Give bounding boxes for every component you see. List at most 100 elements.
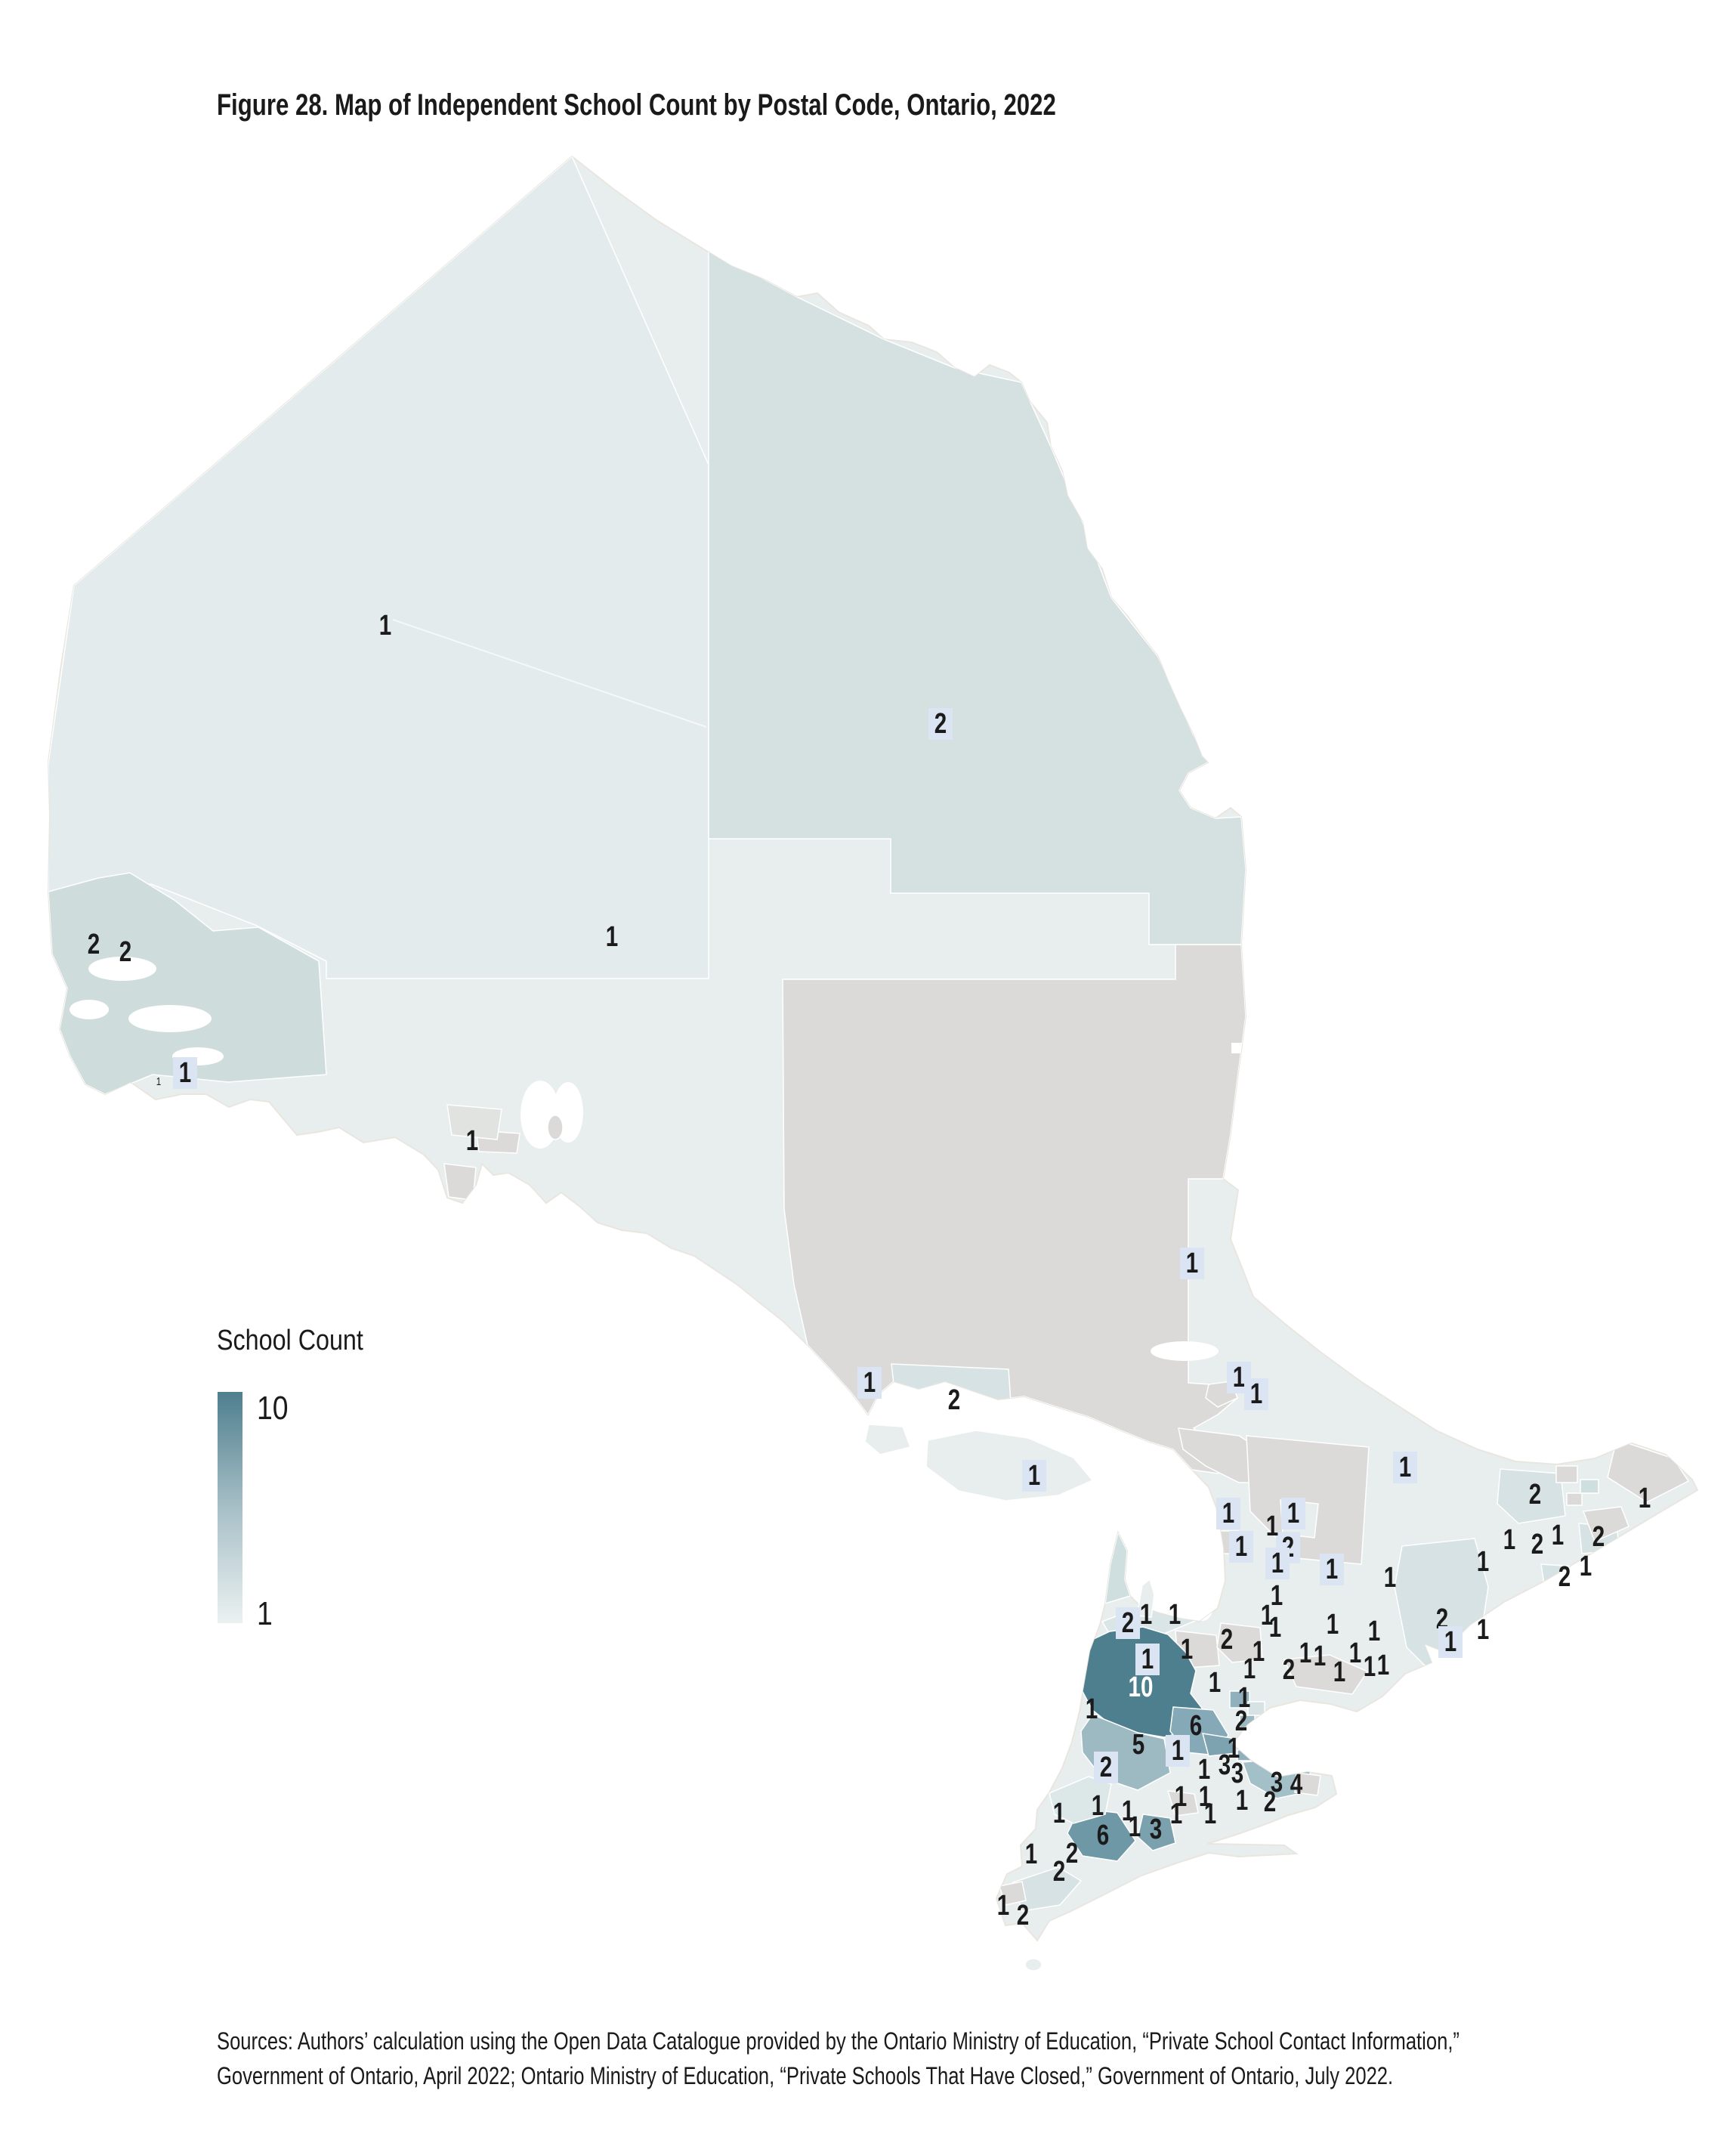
count-label: 1 <box>1209 1667 1221 1699</box>
lake-kenora-2 <box>128 1005 212 1032</box>
count-label-highlight <box>1135 1644 1160 1675</box>
count-label: 1 <box>1135 1644 1160 1675</box>
count-label: 1 <box>1261 1600 1273 1631</box>
region-hamilton-wedge <box>1201 1733 1237 1757</box>
region-northeast-band <box>708 248 1246 945</box>
count-label-text: 1 <box>1053 1798 1065 1829</box>
count-label: 2 <box>88 929 100 960</box>
count-label-text: 3 <box>1150 1814 1162 1845</box>
count-label-text: 1 <box>1266 1511 1278 1542</box>
count-label-text: 1 <box>379 610 391 642</box>
count-label: 3 <box>1271 1767 1283 1798</box>
count-label-text: 3 <box>1219 1749 1231 1781</box>
count-label-text: 1 <box>1243 1653 1256 1685</box>
count-label-text: 1 <box>156 1075 162 1088</box>
count-label-text: 2 <box>1053 1856 1065 1888</box>
count-label-text: 2 <box>1066 1838 1078 1869</box>
count-label: 1 <box>1092 1790 1104 1822</box>
region-niagara-dark-spot <box>1300 1746 1321 1763</box>
count-label: 1 <box>1229 1531 1253 1563</box>
district-boundary-line <box>392 619 707 728</box>
count-label: 1 <box>1364 1651 1376 1683</box>
count-label-text: 6 <box>1097 1820 1109 1851</box>
region-east-tip-grey <box>1607 1439 1690 1503</box>
count-label: 1 <box>1086 1693 1098 1725</box>
sources: Sources: Authors’ calculation using the … <box>217 2028 1460 2089</box>
count-label-text: 2 <box>88 929 100 960</box>
count-label-text: 1 <box>1364 1651 1376 1683</box>
region-kawartha-grey <box>1283 1654 1369 1695</box>
count-label-highlight <box>1116 1607 1140 1639</box>
region-gta-small-2 <box>1247 1701 1265 1716</box>
sources-line-1: Sources: Authors’ calculation using the … <box>217 2028 1460 2055</box>
count-label-text: 1 <box>1314 1641 1326 1672</box>
count-label-text: 2 <box>1017 1900 1029 1931</box>
count-label-text: 1 <box>1122 1795 1134 1827</box>
count-label-text: 1 <box>1129 1811 1141 1843</box>
count-label: 1 <box>1166 1735 1190 1767</box>
count-label: 3 <box>1231 1758 1243 1789</box>
count-label-text: 10 <box>1129 1671 1154 1703</box>
region-count6-london <box>1067 1808 1136 1862</box>
count-label-text: 1 <box>1503 1524 1515 1556</box>
count-label: 1 <box>1384 1562 1396 1594</box>
figure-title: Figure 28. Map of Independent School Cou… <box>217 88 1056 122</box>
count-label-text: 4 <box>1290 1769 1303 1801</box>
count-label: 1 <box>1271 1580 1283 1612</box>
region-ottawa-teal <box>1497 1468 1566 1524</box>
count-label-highlight <box>1229 1531 1253 1563</box>
count-label: 1 <box>1281 1498 1305 1529</box>
count-label-text: 1 <box>1444 1626 1456 1658</box>
count-label-text: 1 <box>1327 1609 1339 1641</box>
count-label: 2 <box>1529 1479 1541 1511</box>
region-gta-small-4 <box>1255 1724 1274 1739</box>
penetanguishene-peninsula <box>1136 1578 1155 1618</box>
manitoulin-island <box>925 1430 1094 1501</box>
count-label-highlight <box>1094 1752 1118 1783</box>
count-label: 1 <box>1299 1637 1311 1669</box>
count-label: 1 <box>1349 1637 1361 1669</box>
count-label: 5 <box>1132 1729 1144 1761</box>
count-label: 1 <box>1228 1733 1240 1764</box>
count-label: 1 <box>1140 1599 1152 1631</box>
count-label-text: 2 <box>119 936 131 968</box>
count-label-text: 1 <box>1092 1790 1104 1822</box>
count-label: 2 <box>119 936 131 968</box>
count-label: 4 <box>1290 1769 1303 1801</box>
region-simcoe-grey <box>1216 1622 1263 1663</box>
region-chatham-teal <box>1012 1866 1083 1912</box>
count-label-text: 2 <box>1283 1654 1295 1686</box>
count-label: 1 <box>1368 1616 1380 1647</box>
count-label-highlight <box>1265 1548 1290 1579</box>
count-label-text: 1 <box>1399 1452 1411 1483</box>
count-label-text: 2 <box>1221 1624 1233 1656</box>
count-label-text: 6 <box>1190 1710 1202 1742</box>
count-label-text: 1 <box>466 1125 478 1157</box>
count-label-text: 1 <box>997 1890 1009 1922</box>
count-label-text: 1 <box>1269 1612 1281 1644</box>
count-label: 1 <box>1253 1636 1265 1668</box>
region-shading-layer <box>48 156 1690 1912</box>
count-label-text: 3 <box>1271 1767 1283 1798</box>
pelee-island <box>1024 1958 1043 1971</box>
count-label: 2 <box>1558 1561 1571 1593</box>
count-label-text: 2 <box>1264 1786 1276 1818</box>
count-label: 3 <box>1150 1814 1162 1845</box>
count-label-text: 1 <box>1233 1362 1245 1393</box>
region-windsor-grey <box>999 1881 1027 1906</box>
count-label-highlight <box>1281 1498 1305 1529</box>
count-label-text: 1 <box>1172 1735 1184 1767</box>
count-label: 1 <box>1053 1798 1065 1829</box>
region-lambton-band <box>1049 1776 1112 1824</box>
count-label-text: 2 <box>1531 1529 1543 1560</box>
lake-simcoe <box>1191 1586 1214 1621</box>
count-label-text: 1 <box>1271 1580 1283 1612</box>
count-label: 1 <box>606 921 618 953</box>
count-label: 2 <box>1094 1752 1118 1783</box>
count-label-highlight <box>1438 1626 1463 1658</box>
count-label: 1 <box>1269 1612 1281 1644</box>
count-label: 6 <box>1097 1820 1109 1851</box>
count-label-text: 1 <box>1271 1548 1283 1579</box>
region-ottawa-speckle-3 <box>1566 1492 1583 1506</box>
